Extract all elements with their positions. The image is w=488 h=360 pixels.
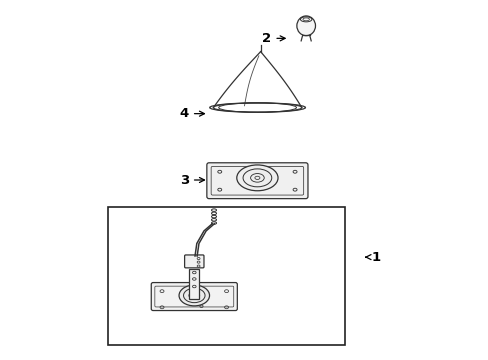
- FancyBboxPatch shape: [151, 283, 237, 311]
- FancyBboxPatch shape: [184, 255, 203, 268]
- Text: 1: 1: [365, 251, 380, 264]
- Bar: [189, 269, 199, 299]
- Text: 3: 3: [179, 174, 204, 186]
- FancyBboxPatch shape: [206, 163, 307, 199]
- Ellipse shape: [296, 16, 315, 36]
- Ellipse shape: [179, 285, 209, 306]
- Bar: [107, 207, 344, 345]
- Ellipse shape: [236, 165, 278, 191]
- Text: 4: 4: [179, 107, 204, 120]
- Text: 2: 2: [262, 32, 285, 45]
